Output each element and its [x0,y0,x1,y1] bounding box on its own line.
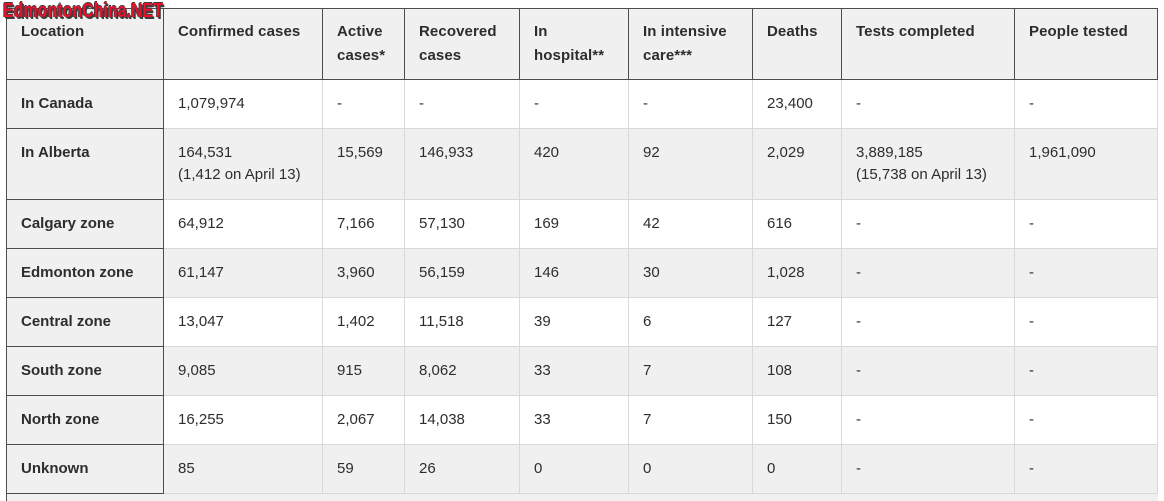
data-cell: 7,166 [322,199,405,249]
data-cell: 7 [628,346,753,396]
data-cell: - [628,79,753,129]
covid-stats-table: Location Confirmed cases Active cases* Reco… [6,8,1158,494]
data-cell: 15,569 [322,128,405,200]
row-location-label: In Canada [6,79,164,129]
data-cell: - [1014,248,1158,298]
table-body: In Canada 1,079,974- - - -23,400- - In Alberta… [6,79,1158,494]
data-cell: 11,518 [404,297,520,347]
data-cell: 14,038 [404,395,520,445]
data-cell: - [841,248,1015,298]
data-cell: 92 [628,128,753,200]
data-cell: 2,067 [322,395,405,445]
data-cell: 13,047 [163,297,323,347]
data-cell: 169 [519,199,629,249]
column-header-recovered-cases: Recovered cases [404,8,520,80]
data-cell: 150 [752,395,842,445]
row-location-label: In Alberta [6,128,164,200]
data-cell: 56,159 [404,248,520,298]
table-row: Unknown 85 59 26 0 0 0- - [6,444,1158,494]
data-cell: - [519,79,629,129]
data-cell: 1,028 [752,248,842,298]
data-cell: - [1014,199,1158,249]
data-cell: 57,130 [404,199,520,249]
data-cell: 33 [519,395,629,445]
column-header-confirmed-cases: Confirmed cases [163,8,323,80]
data-cell: 16,255 [163,395,323,445]
table-row: Central zone 13,047 1,402 11,518 39 6 127- - [6,297,1158,347]
data-cell: 146 [519,248,629,298]
data-cell: - [1014,297,1158,347]
table-row: South zone 9,085 915 8,062 33 7 108- - [6,346,1158,396]
table-header-row: Location Confirmed cases Active cases* Reco… [6,8,1158,80]
data-cell: 85 [163,444,323,494]
row-location-label: Edmonton zone [6,248,164,298]
row-location-label: Central zone [6,297,164,347]
data-cell: - [841,297,1015,347]
data-cell: 915 [322,346,405,396]
data-cell: 0 [752,444,842,494]
data-cell: 0 [628,444,753,494]
data-cell: - [1014,79,1158,129]
column-header-tests-completed: Tests completed [841,8,1015,80]
row-location-label: Unknown [6,444,164,494]
data-cell: 0 [519,444,629,494]
data-cell: - [841,444,1015,494]
data-cell: 2,029 [752,128,842,200]
data-cell: - [322,79,405,129]
data-cell: 146,933 [404,128,520,200]
column-header-in-intensive-care: In intensive care*** [628,8,753,80]
data-cell: - [1014,444,1158,494]
data-cell: 8,062 [404,346,520,396]
data-cell: 1,961,090 [1014,128,1158,200]
data-cell: - [841,79,1015,129]
data-cell: - [841,199,1015,249]
column-header-deaths: Deaths [752,8,842,80]
row-location-label: North zone [6,395,164,445]
data-cell: 23,400 [752,79,842,129]
data-cell: - [1014,395,1158,445]
data-cell: 61,147 [163,248,323,298]
data-cell: 164,531 (1,412 on April 13) [163,128,323,200]
column-header-people-tested: People tested [1014,8,1158,80]
table-row: In Canada 1,079,974- - - -23,400- - [6,79,1158,129]
data-cell: 9,085 [163,346,323,396]
table-row: Edmonton zone 61,147 3,960 56,159 146 30 1,028… [6,248,1158,298]
data-cell: 42 [628,199,753,249]
data-cell: 1,079,974 [163,79,323,129]
data-cell: 420 [519,128,629,200]
column-header-location: Location [6,8,164,80]
watermark-text: EdmontonChina.NET [3,0,163,22]
data-cell: 616 [752,199,842,249]
data-cell: 7 [628,395,753,445]
data-cell: 6 [628,297,753,347]
data-cell: 39 [519,297,629,347]
table-row: In Alberta 164,531 (1,412 on April 13) 15,… [6,128,1158,200]
data-cell: - [404,79,520,129]
data-cell: - [841,395,1015,445]
data-cell: 3,889,185 (15,738 on April 13) [841,128,1015,200]
clipped-next-row [6,494,1158,501]
table-row: North zone 16,255 2,067 14,038 33 7 150- - [6,395,1158,445]
data-cell: - [841,346,1015,396]
data-cell: - [1014,346,1158,396]
data-cell: 33 [519,346,629,396]
row-location-label: South zone [6,346,164,396]
data-cell: 59 [322,444,405,494]
data-cell: 127 [752,297,842,347]
table-row: Calgary zone 64,912 7,166 57,130 169 42 616- - [6,199,1158,249]
row-location-label: Calgary zone [6,199,164,249]
data-cell: 26 [404,444,520,494]
data-cell: 64,912 [163,199,323,249]
column-header-active-cases: Active cases* [322,8,405,80]
data-cell: 108 [752,346,842,396]
data-cell: 30 [628,248,753,298]
data-cell: 1,402 [322,297,405,347]
data-cell: 3,960 [322,248,405,298]
column-header-in-hospital: In hospital** [519,8,629,80]
